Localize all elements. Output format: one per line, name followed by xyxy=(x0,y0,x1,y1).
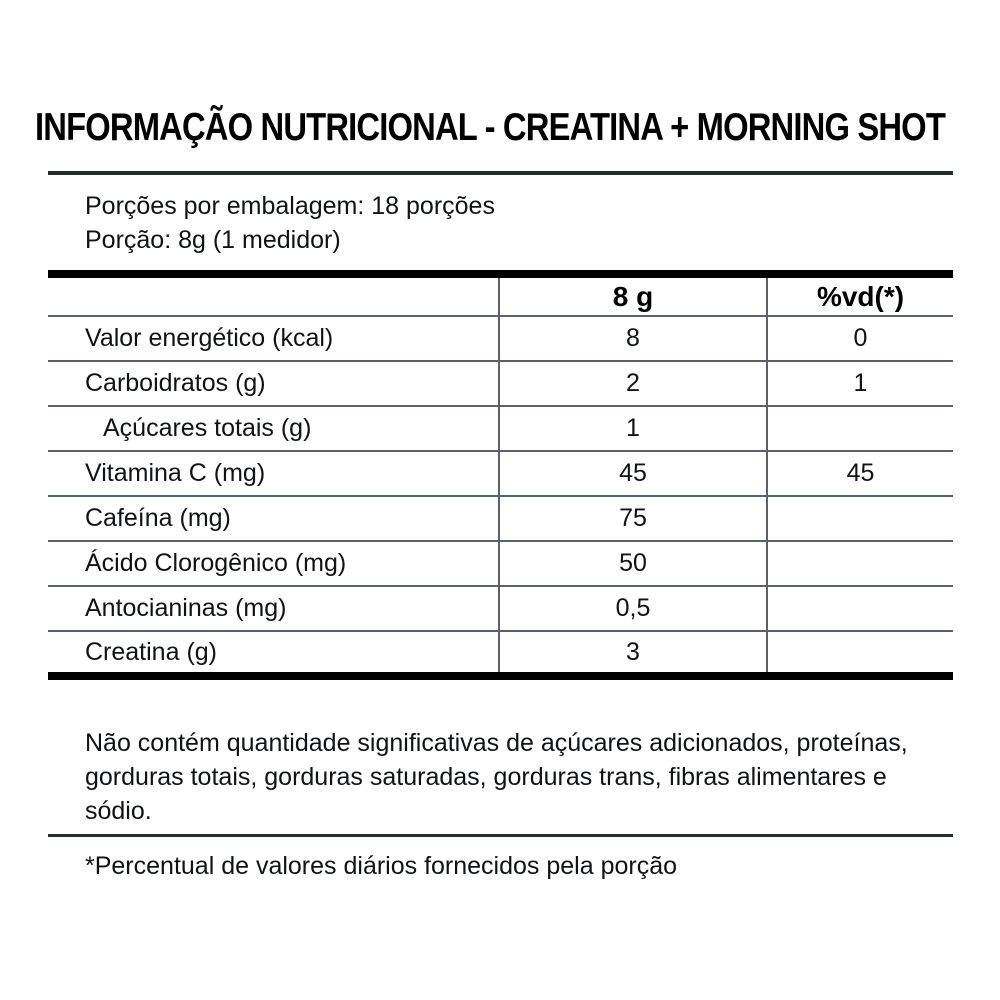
nutrient-label: Açúcares totais (g) xyxy=(48,405,499,451)
table-header-row: 8 g %vd(*) xyxy=(48,274,953,316)
nutrient-dv-value: 0 xyxy=(766,315,953,361)
table-row: Valor energético (kcal) 8 0 xyxy=(48,315,953,361)
header-amount-column: 8 g xyxy=(498,274,767,316)
nutrient-label: Ácido Clorogênico (mg) xyxy=(48,540,499,586)
nutrient-amount-value: 0,5 xyxy=(498,585,767,631)
nutrient-dv-value xyxy=(766,585,953,631)
nutrient-label: Carboidratos (g) xyxy=(48,360,499,406)
nutrient-dv-value xyxy=(766,540,953,586)
header-dv-column: %vd(*) xyxy=(766,274,953,316)
table-row: Açúcares totais (g) 1 xyxy=(48,405,953,451)
serving-size-text: Porção: 8g (1 medidor) xyxy=(85,226,341,254)
nutrient-dv-value xyxy=(766,495,953,541)
nutrient-label: Vitamina C (mg) xyxy=(48,450,499,496)
nutrient-dv-value: 1 xyxy=(766,360,953,406)
nutrient-dv-value xyxy=(766,630,953,676)
nutrient-dv-value: 45 xyxy=(766,450,953,496)
nutrient-amount-value: 3 xyxy=(498,630,767,676)
nutrient-amount-value: 75 xyxy=(498,495,767,541)
nutrition-table-body: Valor energético (kcal) 8 0 Carboidratos… xyxy=(48,315,953,676)
table-row: Cafeína (mg) 75 xyxy=(48,495,953,541)
daily-value-note: *Percentual de valores diários fornecido… xyxy=(85,852,678,880)
footnote-divider xyxy=(48,834,953,837)
table-row: Vitamina C (mg) 45 45 xyxy=(48,450,953,496)
nutrient-label: Cafeína (mg) xyxy=(48,495,499,541)
nutrition-table: 8 g %vd(*) Valor energético (kcal) 8 0 C… xyxy=(48,270,953,680)
nutrient-amount-value: 1 xyxy=(498,405,767,451)
nutrient-amount-value: 2 xyxy=(498,360,767,406)
nutrient-amount-value: 8 xyxy=(498,315,767,361)
table-row: Antocianinas (mg) 0,5 xyxy=(48,585,953,631)
table-row: Ácido Clorogênico (mg) 50 xyxy=(48,540,953,586)
nutrient-label: Creatina (g) xyxy=(48,630,499,676)
servings-per-package-text: Porções por embalagem: 18 porções xyxy=(85,192,495,220)
nutrient-amount-value: 50 xyxy=(498,540,767,586)
nutrient-amount-value: 45 xyxy=(498,450,767,496)
page-title: INFORMAÇÃO NUTRICIONAL - CREATINA + MORN… xyxy=(35,106,946,149)
header-empty-cell xyxy=(48,274,499,316)
nutrient-dv-value xyxy=(766,405,953,451)
no-significant-amounts-note: Não contém quantidade significativas de … xyxy=(85,729,908,825)
nutrient-label: Antocianinas (mg) xyxy=(48,585,499,631)
nutrient-label: Valor energético (kcal) xyxy=(48,315,499,361)
table-row: Carboidratos (g) 2 1 xyxy=(48,360,953,406)
serving-info: Porções por embalagem: 18 porções Porção… xyxy=(85,189,495,257)
title-divider xyxy=(48,171,953,175)
table-row: Creatina (g) 3 xyxy=(48,630,953,676)
